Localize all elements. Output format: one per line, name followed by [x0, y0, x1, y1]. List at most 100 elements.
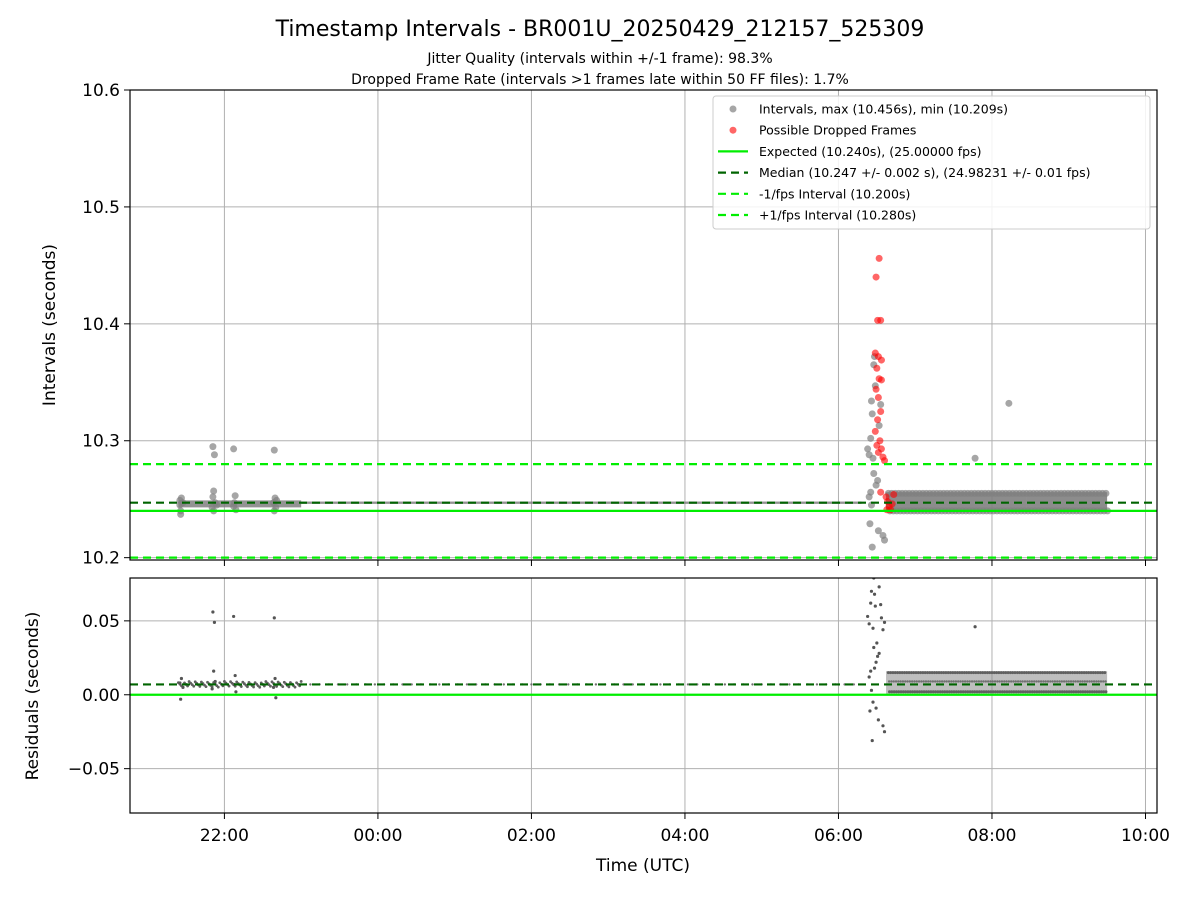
residual-point: [1013, 671, 1017, 675]
residual-point: [210, 687, 214, 691]
residual-point: [198, 685, 202, 688]
legend-box: [712, 95, 1151, 230]
residual-point: [869, 601, 873, 605]
residual-point: [957, 690, 961, 694]
residual-point: [928, 671, 932, 675]
residual-point: [1064, 671, 1068, 675]
residual-point: [998, 680, 1001, 683]
residual-point: [1053, 690, 1057, 694]
residual-point: [1062, 680, 1066, 683]
residual-point: [1003, 690, 1007, 694]
residual-point: [930, 671, 934, 675]
residual-point: [1038, 671, 1042, 675]
residual-point: [950, 680, 953, 683]
residual-point: [875, 641, 879, 645]
residual-point: [1030, 690, 1034, 694]
residual-point: [901, 690, 905, 694]
residual-point: [974, 671, 978, 675]
residual-point: [1045, 671, 1049, 675]
interval-point: [231, 492, 239, 500]
residual-point: [1099, 690, 1103, 694]
residual-point: [952, 690, 956, 694]
residual-point: [258, 685, 262, 689]
residual-point: [179, 697, 183, 701]
residual-point: [1074, 680, 1077, 683]
residual-point: [1042, 690, 1046, 694]
residual-point: [921, 671, 925, 675]
y-tick-label: −0.05: [68, 760, 120, 780]
residual-point: [874, 706, 878, 710]
residual-point: [936, 680, 939, 683]
residual-point: [920, 680, 923, 683]
residual-point: [502, 683, 506, 686]
x-tick-label: 00:00: [353, 826, 402, 846]
residual-point: [904, 680, 907, 683]
residual-point: [982, 680, 985, 683]
residual-point: [932, 671, 936, 675]
residual-point: [1048, 671, 1052, 675]
residual-point: [984, 680, 988, 683]
residual-point: [902, 671, 906, 675]
residual-point: [1085, 680, 1089, 683]
residual-point: [281, 685, 285, 689]
residual-point: [1097, 680, 1100, 683]
residual-point: [1006, 671, 1010, 675]
residual-point: [954, 690, 958, 694]
residual-point: [1015, 671, 1019, 675]
residual-point: [438, 683, 441, 686]
residual-point: [1090, 690, 1094, 694]
residual-point: [1039, 690, 1043, 694]
residual-point: [1091, 671, 1095, 675]
dropped-frame-point: [872, 273, 880, 281]
residual-point: [943, 680, 946, 683]
residual-point: [1072, 690, 1076, 694]
residual-point: [1072, 680, 1075, 683]
residual-point: [933, 680, 937, 683]
residual-point: [996, 680, 999, 683]
dropped-frame-point: [874, 448, 882, 456]
residual-point: [212, 620, 217, 624]
residual-point: [992, 671, 996, 675]
residual-point: [1012, 690, 1016, 694]
interval-point: [875, 422, 883, 430]
residual-point: [1104, 680, 1107, 683]
dropped-frame-point: [875, 254, 883, 262]
residual-point: [922, 680, 925, 683]
residual-point: [815, 683, 819, 686]
residual-point: [293, 685, 297, 689]
dropped-frame-point: [874, 416, 882, 424]
residual-point: [929, 690, 933, 694]
chart-title: Timestamp Intervals - BR001U_20250429_21…: [275, 17, 925, 42]
residual-point: [912, 671, 916, 675]
residual-point: [1033, 690, 1037, 694]
residual-point: [976, 671, 980, 675]
residual-point: [917, 690, 921, 694]
residual-point: [1005, 690, 1009, 694]
residual-point: [1082, 671, 1086, 675]
residual-point: [876, 718, 880, 722]
residual-point: [1101, 671, 1105, 675]
residual-point: [1066, 671, 1070, 675]
residual-point: [951, 671, 955, 675]
residual-point: [963, 690, 967, 694]
residual-point: [919, 671, 923, 675]
y-tick-label: 0.00: [82, 686, 120, 706]
residual-point: [1089, 671, 1093, 675]
residual-point: [879, 616, 884, 620]
residual-point: [913, 680, 916, 683]
residual-point: [1065, 690, 1069, 694]
residual-point: [940, 690, 944, 694]
dropped-frame-point: [872, 385, 880, 393]
residual-point: [1000, 680, 1004, 683]
interval-point: [230, 445, 238, 453]
residual-point: [1090, 680, 1093, 683]
residual-point: [1025, 671, 1029, 675]
y-tick-label: 10.2: [82, 549, 120, 569]
x-tick-label: 06:00: [814, 826, 863, 846]
residual-point: [1005, 680, 1008, 683]
chart-subtitle-2: Dropped Frame Rate (intervals >1 frames …: [351, 72, 849, 88]
residual-point: [1068, 671, 1072, 675]
residual-point: [977, 690, 981, 694]
residual-point: [373, 683, 377, 686]
residual-point: [1044, 690, 1048, 694]
